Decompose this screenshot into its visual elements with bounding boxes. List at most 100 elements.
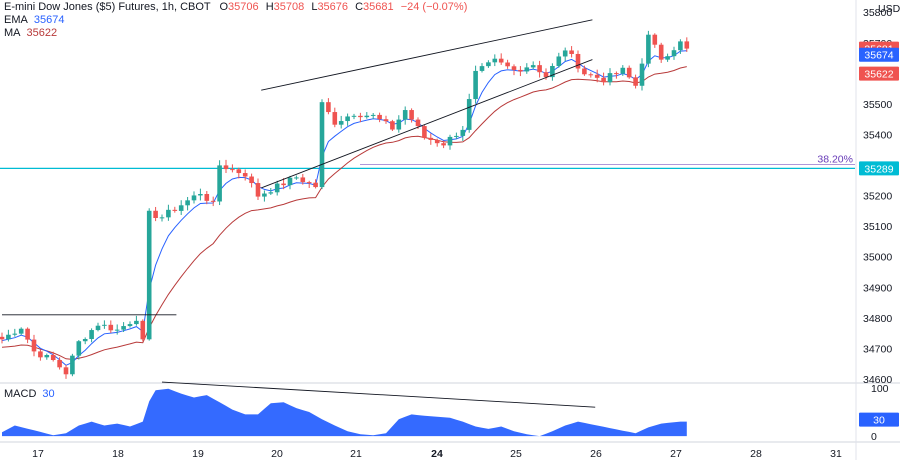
candle-body xyxy=(505,62,510,67)
y-tick-label: 34600 xyxy=(863,374,892,386)
candle-body xyxy=(345,116,350,122)
candle-body xyxy=(550,65,555,78)
candle-body xyxy=(102,324,107,326)
x-tick-label: 18 xyxy=(112,448,124,460)
candle-body xyxy=(95,325,101,331)
candle xyxy=(50,351,56,362)
candle-body xyxy=(338,121,344,125)
candle xyxy=(665,53,670,62)
candle-body xyxy=(210,200,216,202)
close-label: C xyxy=(355,1,364,13)
candle-body xyxy=(281,183,286,186)
candle-body xyxy=(678,41,683,51)
candle xyxy=(38,349,43,361)
candle-body xyxy=(601,77,606,83)
candle xyxy=(351,113,357,120)
candle-body xyxy=(57,360,62,368)
candle-body xyxy=(447,136,453,146)
candle-body xyxy=(6,334,11,340)
candle xyxy=(44,353,50,360)
candle xyxy=(82,337,88,345)
candle xyxy=(198,188,203,201)
candle-body xyxy=(63,367,69,375)
candle xyxy=(159,214,165,222)
candle xyxy=(172,206,178,213)
ema-price-tag-bg xyxy=(859,47,899,62)
candle xyxy=(671,46,677,60)
candle xyxy=(6,329,11,342)
candle-body xyxy=(614,73,619,75)
legend-ma-row[interactable]: MA 35622 xyxy=(4,27,57,40)
macd-area xyxy=(2,388,687,437)
candle xyxy=(332,107,338,128)
candle-body xyxy=(127,324,133,327)
candle-body xyxy=(543,72,549,78)
currency-label: USD xyxy=(878,3,900,15)
candle-body xyxy=(12,333,18,335)
y-tick-label: 35400 xyxy=(863,129,892,141)
candle xyxy=(639,58,645,91)
candle xyxy=(492,54,498,67)
candle-body xyxy=(460,129,466,136)
candle-body xyxy=(383,119,389,122)
candle xyxy=(518,66,523,77)
candle xyxy=(607,68,613,86)
candle xyxy=(626,65,632,79)
candle-body xyxy=(44,355,50,358)
y-tick-label: 34700 xyxy=(863,343,892,355)
legend-ema-row[interactable]: EMA 35674 xyxy=(4,14,64,27)
candle xyxy=(262,190,267,202)
candle-body xyxy=(671,50,677,57)
candle xyxy=(287,175,293,190)
candle-body xyxy=(134,320,139,325)
candle-body xyxy=(575,53,581,69)
candle xyxy=(646,30,651,68)
candle xyxy=(326,98,331,115)
candle xyxy=(633,74,638,89)
macd-value-tag: 30 xyxy=(859,412,899,427)
candle-body xyxy=(479,66,485,71)
candle xyxy=(505,59,510,69)
candle xyxy=(562,47,568,62)
candle xyxy=(473,65,478,104)
candle-body xyxy=(223,165,229,170)
candle xyxy=(466,93,472,133)
candle-body xyxy=(166,209,171,218)
x-tick-label: 17 xyxy=(32,448,44,460)
legend-macd-row[interactable]: MACD 30 xyxy=(4,388,55,401)
ma-price-tag: 35622 xyxy=(859,66,899,81)
fib-layer: 38.20% xyxy=(0,153,855,169)
candle xyxy=(396,115,402,133)
candle-body xyxy=(178,205,184,211)
candle-body xyxy=(409,110,414,120)
symbol-title[interactable]: E-mini Dow Jones ($5) Futures, 1h, CBOT xyxy=(4,1,211,13)
candle-body xyxy=(242,173,248,177)
candle-body xyxy=(518,69,523,72)
ema-price-tag: 35674 xyxy=(859,47,899,62)
candle xyxy=(550,63,555,81)
candle-body xyxy=(82,339,88,342)
candle-body xyxy=(268,192,274,194)
candle-body xyxy=(319,102,325,188)
candle xyxy=(210,196,216,207)
candle xyxy=(274,180,280,196)
candle xyxy=(185,196,190,211)
candle-body xyxy=(25,328,30,340)
candle-body xyxy=(326,102,331,113)
candle-body xyxy=(582,68,587,75)
candle xyxy=(102,320,107,329)
candle xyxy=(620,65,626,76)
candle xyxy=(390,119,395,132)
candle-body xyxy=(230,169,235,171)
fib-price-tag-text: 35289 xyxy=(864,163,893,175)
candle-body xyxy=(287,177,293,186)
candle-body xyxy=(191,195,197,201)
candle xyxy=(217,160,222,206)
candle xyxy=(114,324,120,335)
channel-upper-line xyxy=(261,19,593,91)
candle xyxy=(134,315,139,326)
candle-body xyxy=(594,74,600,78)
